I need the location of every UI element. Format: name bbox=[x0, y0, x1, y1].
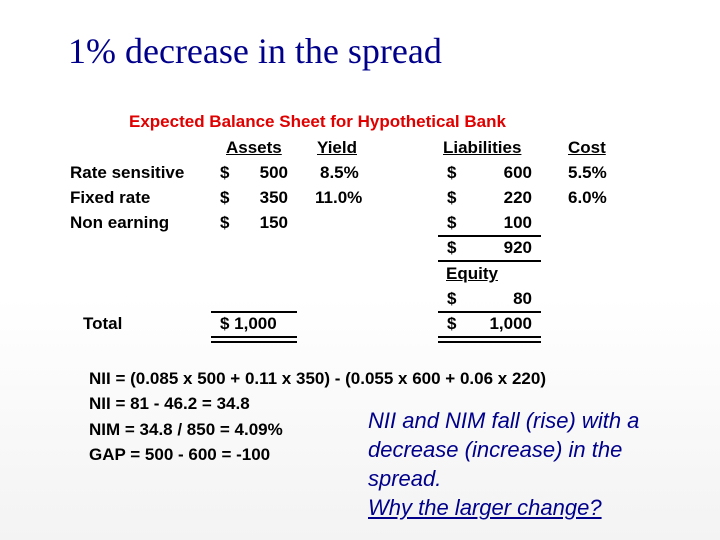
asset-value: 500 bbox=[259, 163, 288, 182]
yield-value: 11.0% bbox=[315, 188, 363, 207]
gap-result: GAP = 500 - 600 = -100 bbox=[89, 445, 271, 464]
balance-sheet-title: Expected Balance Sheet for Hypothetical … bbox=[129, 112, 506, 131]
cost-header: Cost bbox=[568, 138, 606, 157]
equity-value: 80 bbox=[513, 289, 532, 308]
note-line: NII and NIM fall (rise) with a bbox=[368, 408, 640, 433]
liabilities-subtotal-rule bbox=[438, 235, 541, 237]
spread-note: NII and NIM fall (rise) with a decrease … bbox=[368, 406, 639, 522]
total-liabilities-value: 1,000 bbox=[489, 314, 532, 333]
total-liabilities-currency: $ bbox=[447, 314, 457, 333]
cost-value: 6.0% bbox=[568, 188, 607, 207]
liability-currency: $ bbox=[447, 188, 457, 207]
assets-total-rule bbox=[211, 311, 297, 313]
liabilities-total-rule bbox=[438, 311, 541, 313]
asset-value: 350 bbox=[259, 188, 288, 207]
yield-header: Yield bbox=[317, 138, 357, 157]
asset-currency: $ bbox=[220, 213, 230, 232]
row-label-rate-sensitive: Rate sensitive bbox=[70, 163, 185, 182]
liability-value: 220 bbox=[503, 188, 532, 207]
total-label: Total bbox=[83, 314, 123, 333]
asset-value: 150 bbox=[259, 213, 288, 232]
note-line: spread. bbox=[368, 466, 442, 491]
note-line: decrease (increase) in the bbox=[368, 437, 623, 462]
liability-subtotal-currency: $ bbox=[447, 238, 457, 257]
nim-result: NIM = 34.8 / 850 = 4.09% bbox=[89, 420, 283, 439]
liability-subtotal-value: 920 bbox=[503, 238, 532, 257]
slide-title: 1% decrease in the spread bbox=[68, 31, 442, 71]
liabilities-equity-rule bbox=[438, 260, 541, 262]
liabilities-header: Liabilities bbox=[443, 138, 522, 157]
cost-value: 5.5% bbox=[568, 163, 607, 182]
row-label-fixed-rate: Fixed rate bbox=[70, 188, 151, 207]
note-question: Why the larger change? bbox=[368, 495, 602, 520]
liability-value: 100 bbox=[503, 213, 532, 232]
liability-currency: $ bbox=[447, 213, 457, 232]
equity-label: Equity bbox=[446, 264, 498, 283]
yield-value: 8.5% bbox=[320, 163, 359, 182]
liability-value: 600 bbox=[503, 163, 532, 182]
assets-double-rule bbox=[211, 336, 297, 343]
row-label-non-earning: Non earning bbox=[70, 213, 170, 232]
assets-header: Assets bbox=[226, 138, 282, 157]
asset-currency: $ bbox=[220, 188, 230, 207]
nii-formula: NII = (0.085 x 500 + 0.11 x 350) - (0.05… bbox=[89, 369, 546, 388]
liabilities-double-rule bbox=[438, 336, 541, 343]
nii-result: NII = 81 - 46.2 = 34.8 bbox=[89, 394, 250, 413]
equity-currency: $ bbox=[447, 289, 457, 308]
liability-currency: $ bbox=[447, 163, 457, 182]
asset-currency: $ bbox=[220, 163, 230, 182]
total-assets-value: $ 1,000 bbox=[220, 314, 277, 333]
